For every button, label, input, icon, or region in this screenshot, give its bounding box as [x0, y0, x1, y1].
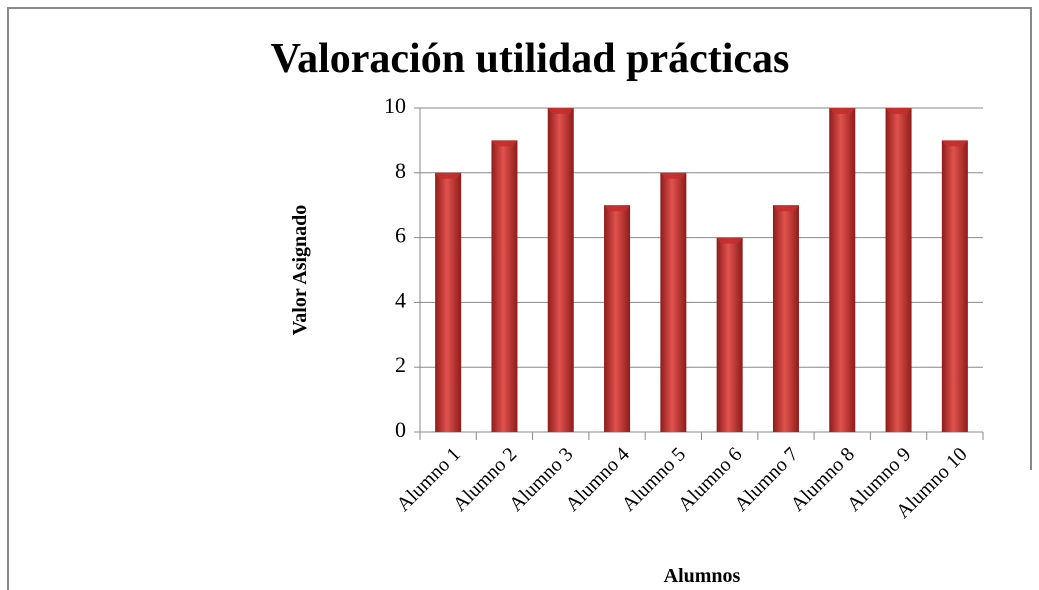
bar-bevel: [716, 237, 743, 244]
y-tick-label: 10: [384, 93, 406, 118]
bar-bevel: [772, 205, 799, 212]
bar: [829, 108, 856, 432]
bar-bevel: [941, 140, 968, 147]
bar: [885, 108, 912, 432]
bar: [604, 205, 631, 432]
bar-bevel: [547, 108, 574, 114]
bar: [547, 108, 574, 432]
y-tick-label: 0: [395, 417, 406, 442]
bar: [660, 172, 687, 433]
chart-title: Valoración utilidad prácticas: [271, 36, 790, 82]
bar: [716, 237, 743, 432]
y-tick-label: 8: [395, 158, 406, 183]
bar: [772, 205, 799, 432]
x-axis-label: Alumnos: [664, 565, 741, 587]
bar-bevel: [435, 172, 462, 179]
bar: [941, 140, 968, 432]
y-tick-label: 4: [395, 287, 406, 312]
bar: [491, 140, 518, 432]
y-tick-label: 2: [395, 352, 406, 377]
chart-border: [7, 7, 1032, 590]
bar-bevel: [829, 108, 856, 114]
bar-bevel: [885, 108, 912, 114]
bar-bevel: [604, 205, 631, 212]
y-tick-label: 6: [395, 223, 406, 248]
bar: [435, 172, 462, 433]
bar-bevel: [660, 172, 687, 179]
y-axis-label: Valor Asignado: [289, 205, 311, 336]
bar-bevel: [491, 140, 518, 147]
